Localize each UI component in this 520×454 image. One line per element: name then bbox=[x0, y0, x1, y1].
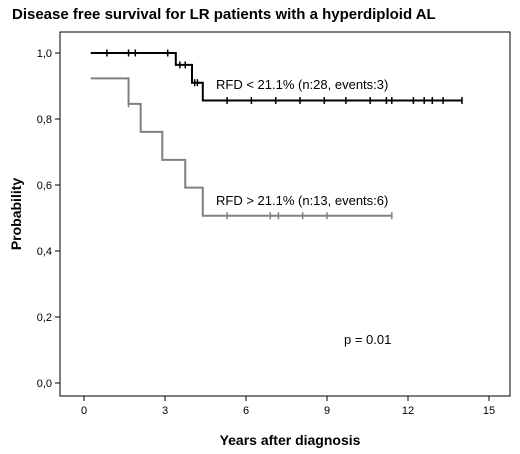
y-tick-label: 1,0 bbox=[37, 48, 52, 60]
x-tick-label: 3 bbox=[162, 405, 168, 417]
series-1 bbox=[90, 49, 463, 105]
x-tick-label: 15 bbox=[483, 405, 495, 417]
survival-curve bbox=[90, 77, 392, 217]
series-label: RFD > 21.1% (n:13, events:6) bbox=[216, 193, 388, 208]
series-layer bbox=[90, 49, 463, 220]
x-axis-title: Years after diagnosis bbox=[220, 432, 361, 448]
y-tick-label: 0,4 bbox=[37, 246, 52, 258]
series-labels: RFD < 21.1% (n:28, events:3) RFD > 21.1% … bbox=[216, 77, 388, 208]
x-tick-label: 0 bbox=[81, 405, 87, 417]
p-value-annotation: p = 0.01 bbox=[344, 332, 391, 347]
y-tick-label: 0,6 bbox=[37, 180, 52, 192]
x-tick-label: 6 bbox=[243, 405, 249, 417]
y-tick-label: 0,8 bbox=[37, 114, 52, 126]
y-tick-label: 0,0 bbox=[37, 378, 52, 390]
survival-curve bbox=[90, 52, 462, 102]
series-label: RFD < 21.1% (n:28, events:3) bbox=[216, 77, 388, 92]
chart-title: Disease free survival for LR patients wi… bbox=[12, 6, 436, 23]
y-axis-title: Probability bbox=[8, 178, 24, 251]
series-2 bbox=[90, 77, 393, 220]
x-axis: 0 3 6 9 12 15 bbox=[81, 396, 495, 417]
y-tick-label: 0,2 bbox=[37, 312, 52, 324]
x-tick-label: 12 bbox=[402, 405, 414, 417]
x-tick-label: 9 bbox=[324, 405, 330, 417]
y-axis: 0,0 0,2 0,4 0,6 0,8 1,0 bbox=[37, 48, 60, 390]
plot-area bbox=[59, 31, 511, 397]
